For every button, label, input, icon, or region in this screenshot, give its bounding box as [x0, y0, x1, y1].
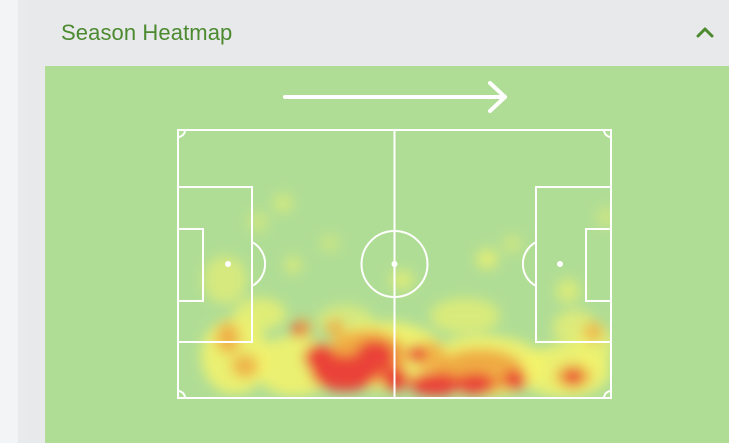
chevron-up-icon[interactable] [693, 21, 717, 45]
panel-header[interactable]: Season Heatmap [28, 0, 729, 66]
arrow-right-icon [283, 81, 507, 113]
heat-overlay [201, 193, 611, 397]
pitch-lines [177, 129, 612, 399]
pitch-spots [225, 261, 563, 267]
heatmap-svg [177, 81, 612, 399]
heatmap-area [45, 66, 729, 443]
season-heatmap-panel: Season Heatmap [28, 0, 729, 443]
panel-title: Season Heatmap [61, 20, 233, 45]
side-rail [18, 0, 28, 443]
page-gutter [0, 0, 18, 443]
